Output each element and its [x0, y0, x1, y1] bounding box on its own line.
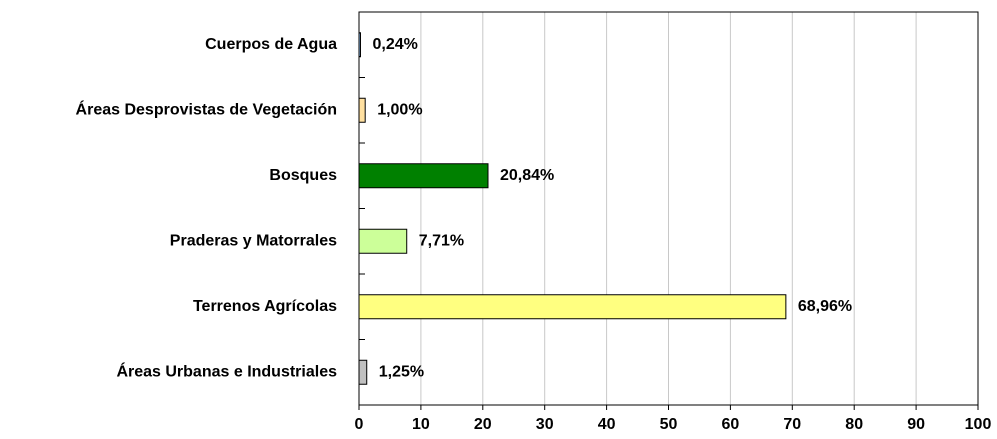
value-label: 1,25% [379, 363, 424, 380]
y-tick-label: Bosques [269, 167, 337, 184]
x-tick-label: 70 [783, 416, 801, 433]
bar [358, 294, 787, 320]
y-tick-label: Terrenos Agrícolas [193, 298, 337, 315]
bar [358, 359, 368, 385]
x-tick-label: 90 [907, 416, 925, 433]
value-label: 0,24% [372, 36, 417, 53]
x-tick-label: 0 [355, 416, 364, 433]
x-tick-label: 40 [598, 416, 616, 433]
value-label: 68,96% [798, 298, 852, 315]
x-tick-label: 10 [412, 416, 430, 433]
value-label: 20,84% [500, 167, 554, 184]
x-tick-label: 30 [536, 416, 554, 433]
y-tick-label: Áreas Urbanas e Industriales [116, 361, 337, 380]
x-tick-label: 80 [845, 416, 863, 433]
y-tick-label: Cuerpos de Agua [205, 36, 337, 53]
bar [358, 32, 361, 58]
x-tick-label: 100 [965, 416, 992, 433]
y-tick-label: Praderas y Matorrales [170, 232, 337, 249]
x-tick-label: 60 [722, 416, 740, 433]
bar [358, 163, 489, 189]
x-tick-label: 20 [474, 416, 492, 433]
bar [358, 97, 366, 123]
y-tick-label: Áreas Desprovistas de Vegetación [76, 99, 337, 118]
value-label: 7,71% [419, 232, 464, 249]
value-label: 1,00% [377, 101, 422, 118]
bar [358, 228, 408, 254]
x-tick-label: 50 [660, 416, 678, 433]
